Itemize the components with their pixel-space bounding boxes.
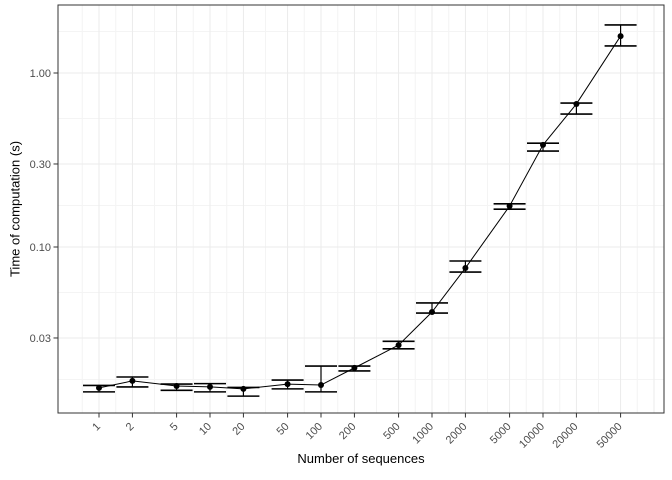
x-tick-label: 50 bbox=[275, 421, 292, 438]
data-point bbox=[462, 265, 469, 272]
data-point bbox=[573, 100, 580, 107]
x-axis-title: Number of sequences bbox=[297, 451, 425, 466]
y-tick-label: 0.10 bbox=[30, 242, 51, 254]
x-tick-label: 10000 bbox=[517, 421, 547, 451]
y-tick-label: 0.03 bbox=[30, 333, 51, 345]
panel-background bbox=[58, 5, 664, 413]
data-point bbox=[429, 309, 435, 316]
data-point bbox=[284, 381, 291, 388]
y-axis-title: Time of computation (s) bbox=[7, 140, 23, 278]
x-tick-label: 100 bbox=[304, 421, 325, 442]
x-tick-label: 20 bbox=[230, 421, 247, 438]
x-tick-label: 1000 bbox=[410, 421, 436, 447]
data-point bbox=[129, 377, 136, 384]
x-tick-label: 2000 bbox=[444, 421, 470, 447]
x-tick-label: 200 bbox=[337, 421, 358, 442]
data-point bbox=[318, 382, 324, 389]
y-tick-label: 0.30 bbox=[30, 159, 51, 171]
x-tick-label: 5000 bbox=[488, 421, 514, 447]
x-tick-label: 2 bbox=[124, 421, 137, 434]
x-tick-label: 5 bbox=[168, 421, 181, 434]
y-tick-label: 1.00 bbox=[30, 68, 51, 80]
x-tick-label: 1 bbox=[90, 421, 103, 434]
data-point bbox=[96, 384, 102, 391]
x-tick-label: 20000 bbox=[550, 421, 580, 451]
data-point bbox=[506, 203, 513, 210]
data-point bbox=[617, 33, 624, 40]
data-point bbox=[173, 382, 180, 389]
data-point bbox=[207, 383, 213, 390]
panel-border bbox=[57, 4, 665, 414]
x-tick-label: 500 bbox=[381, 421, 402, 442]
data-point bbox=[240, 385, 247, 392]
data-point bbox=[395, 342, 402, 349]
data-point bbox=[351, 364, 358, 371]
x-tick-label: 10 bbox=[197, 421, 214, 438]
data-point bbox=[540, 141, 546, 148]
x-tick-label: 50000 bbox=[595, 421, 625, 451]
